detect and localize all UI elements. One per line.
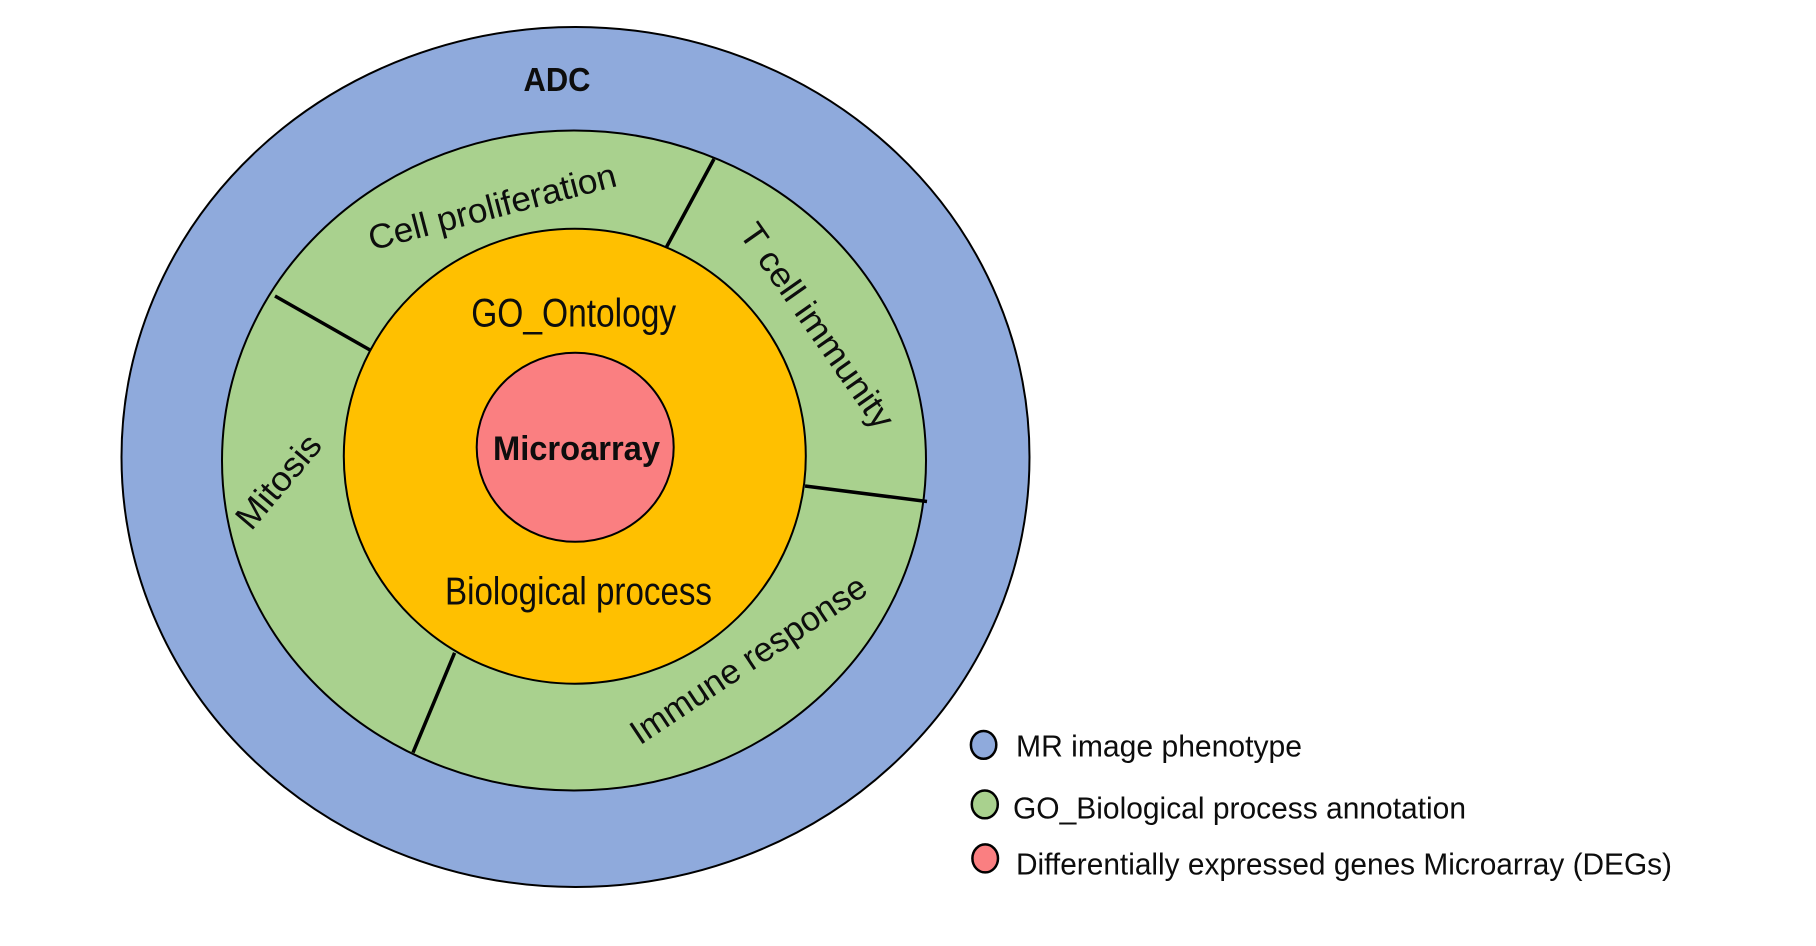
svg-text:GO_Biological process annotati: GO_Biological process annotation xyxy=(1013,791,1466,826)
svg-text:Differentially expressed genes: Differentially expressed genes Microarra… xyxy=(1016,847,1672,882)
svg-text:GO_Ontology: GO_Ontology xyxy=(471,291,676,335)
svg-text:Biological process: Biological process xyxy=(445,571,712,614)
svg-text:Microarray: Microarray xyxy=(493,430,660,468)
svg-text:MR image phenotype: MR image phenotype xyxy=(1016,729,1302,764)
svg-text:ADC: ADC xyxy=(524,61,591,98)
